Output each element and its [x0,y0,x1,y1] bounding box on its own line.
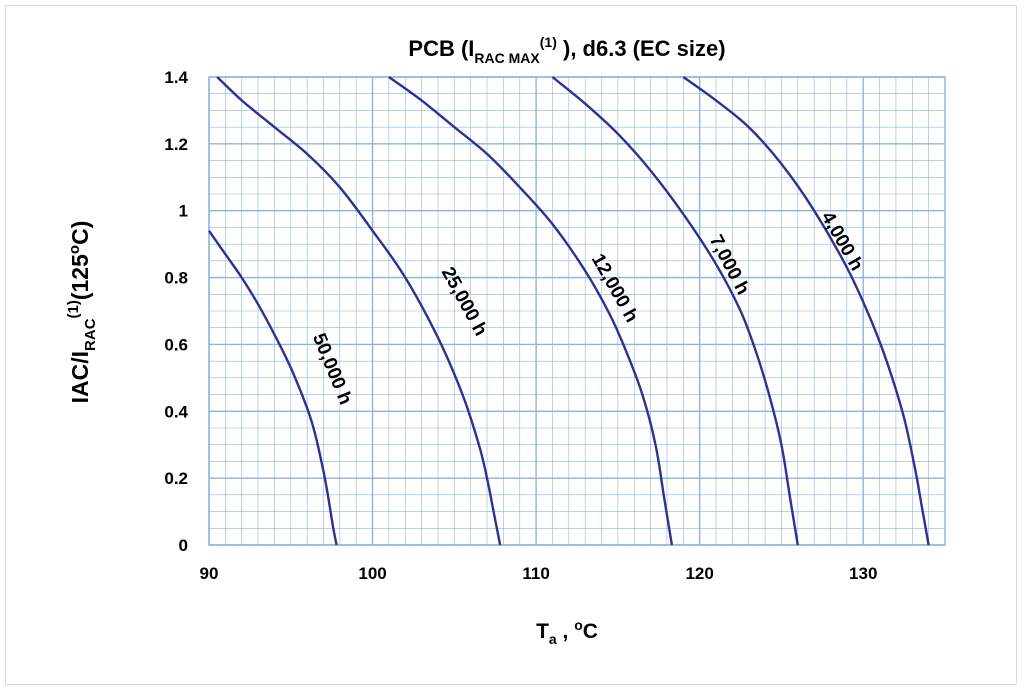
x-tick-label: 130 [849,564,877,583]
x-axis-title-degree: o [574,617,583,633]
y-axis-title-sup: (1) [65,300,82,318]
plot-area-border [208,76,946,546]
y-axis-title-p1: IAC/I [67,351,93,403]
x-tick-label: 120 [685,564,713,583]
y-tick-labels: 0 0.2 0.4 0.6 0.8 1 1.2 1.4 [164,68,188,555]
y-tick-label: 0 [179,536,188,555]
series-line-4-000-h [682,76,930,546]
x-axis-title: Ta , oC [536,617,598,647]
series-line-50-000-h [208,230,338,546]
x-tick-label: 90 [200,564,219,583]
y-axis-title-degree: o [66,245,83,254]
series-line-7-000-h [551,76,799,546]
title-superscript: (1) [540,34,557,50]
y-axis-title-p2: (125 [67,254,93,300]
x-axis-title-main: T [536,620,549,643]
series-group [208,76,930,546]
x-tick-labels: 90 100 110 120 130 [200,564,878,583]
x-axis-title-rest: , [557,620,575,643]
title-prefix: PCB (I [408,36,474,61]
y-axis-title-sub: RAC [82,318,99,351]
x-axis-title-unit: C [583,620,598,643]
y-tick-label: 0.6 [164,335,188,354]
y-axis-title-p3: C) [67,221,93,245]
chart-title: PCB (IRAC MAX(1) ), d6.3 (EC size) [408,34,725,66]
x-tick-label: 100 [358,564,386,583]
series-line-25-000-h [216,76,502,546]
series-line-12-000-h [388,76,674,546]
curve-label: 4,000 h [817,208,867,274]
y-tick-label: 1.2 [164,135,188,154]
x-axis-title-sub: a [549,631,557,647]
curve-label: 25,000 h [437,264,491,340]
y-tick-label: 1.4 [164,68,188,87]
title-subscript: RAC MAX [474,50,540,66]
y-axis-title: IAC/IRAC(1)(125oC) [65,221,99,404]
y-tick-label: 1 [179,202,188,221]
y-tick-label: 0.4 [164,402,188,421]
y-tick-label: 0.8 [164,269,188,288]
grid [208,76,946,546]
x-tick-label: 110 [522,564,549,583]
y-tick-label: 0.2 [164,469,188,488]
title-suffix: ), d6.3 (EC size) [557,36,726,61]
curve-label: 50,000 h [308,330,356,407]
